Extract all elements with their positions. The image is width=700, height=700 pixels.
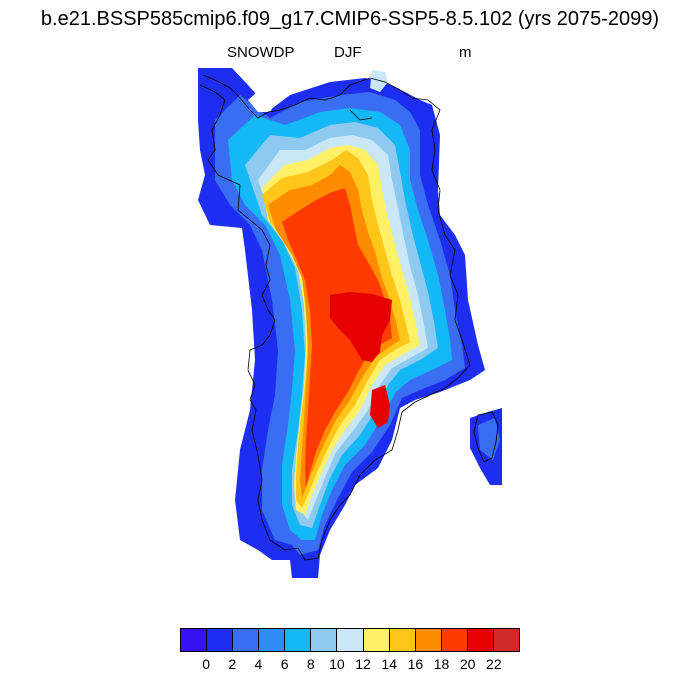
colorbar-tick-label: 22 [486, 656, 502, 672]
units-label: m [459, 44, 472, 61]
colorbar-tick-label: 2 [228, 656, 237, 672]
colorbar-tick-label: 8 [306, 656, 315, 672]
southern-max-pocket [370, 385, 390, 428]
colorbar-tick-label: 0 [202, 656, 211, 672]
colorbar-tick-label: 10 [329, 656, 345, 672]
colorbar-box-8 [389, 629, 416, 651]
colorbar-tick-label: 4 [254, 656, 263, 672]
figure-title: b.e21.BSSP585cmip6.f09_g17.CMIP6-SSP5-8.… [40, 8, 660, 30]
season-label: DJF [334, 44, 362, 61]
colorbar-box-2 [233, 629, 260, 651]
colorbar-tick-label: 18 [433, 656, 450, 672]
colorbar-box-7 [363, 629, 390, 651]
colorbar-tick-labels: 0 2 4 6 8 10 12 14 16 18 20 22 [0, 656, 700, 676]
colorbar-box-12 [493, 629, 520, 651]
colorbar-box-11 [467, 629, 494, 651]
colorbar-tick-label: 16 [407, 656, 424, 672]
colorbar-tick-label: 20 [459, 656, 476, 672]
colorbar-box-3 [259, 629, 286, 651]
coastline [199, 74, 499, 561]
colorbar-tick-label: 12 [355, 656, 371, 672]
colorbar-box-5 [311, 629, 338, 651]
snow-depth-band-20 [282, 188, 392, 488]
colorbar-box-1 [207, 629, 234, 651]
colorbar [180, 628, 520, 652]
snow-depth-band-22 [330, 292, 392, 362]
colorbar-box-9 [415, 629, 442, 651]
colorbar-tick-label: 14 [381, 656, 398, 672]
colorbar-tick-label: 6 [280, 656, 289, 672]
northern-light-strip [370, 70, 388, 92]
colorbar-box-0 [181, 629, 208, 651]
northern-gap [248, 88, 276, 112]
colorbar-box-4 [285, 629, 312, 651]
colorbar-box-6 [337, 629, 364, 651]
variable-label: SNOWDP [227, 44, 295, 61]
colorbar-box-10 [441, 629, 468, 651]
